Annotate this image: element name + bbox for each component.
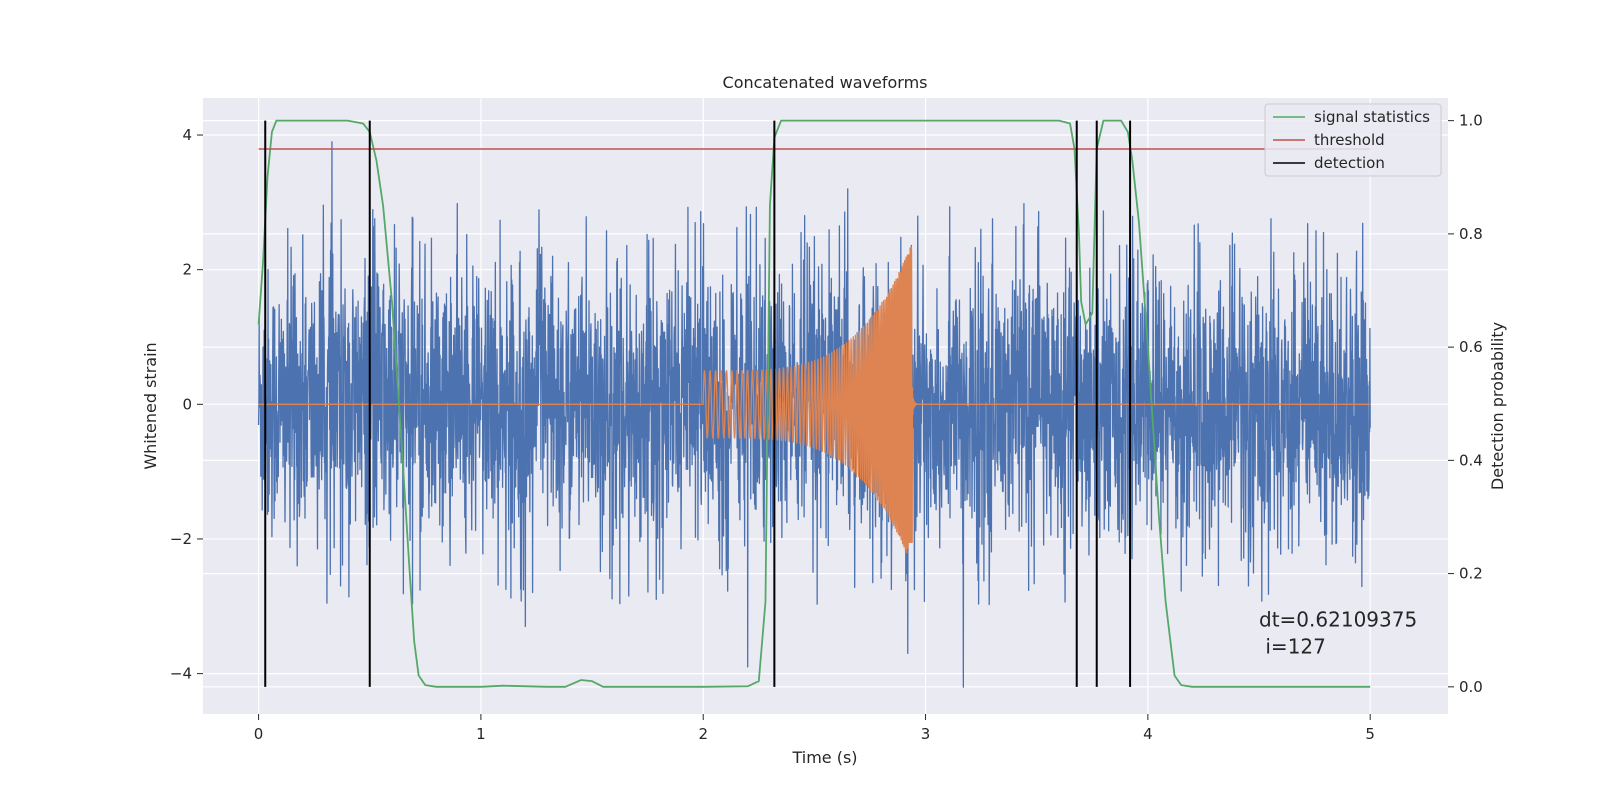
injection-series-line: [258, 246, 1371, 554]
y-tick-label: −4: [170, 665, 192, 683]
x-tick-label: 1: [476, 725, 486, 743]
legend-label-detection: detection: [1314, 154, 1385, 172]
y-right-tick-label: 0.6: [1459, 338, 1483, 356]
x-tick-label: 3: [921, 725, 931, 743]
y-axis-label-right: Detection probability: [1488, 322, 1507, 490]
x-axis-label: Time (s): [791, 748, 857, 767]
strain-series-line: [257, 127, 1371, 688]
legend: signal statistics threshold detection: [1264, 103, 1442, 177]
x-tick-label: 4: [1143, 725, 1153, 743]
y-tick-label: 4: [182, 126, 192, 144]
x-tick-label: 5: [1365, 725, 1375, 743]
x-tick-label: 0: [254, 725, 264, 743]
annotation-dt: dt=0.62109375: [1259, 607, 1417, 631]
chart-title: Concatenated waveforms: [723, 73, 928, 92]
y-right-tick-label: 0.0: [1459, 678, 1483, 696]
legend-label-signal-statistics: signal statistics: [1314, 108, 1430, 126]
y-right-tick-label: 0.2: [1459, 565, 1483, 583]
legend-label-threshold: threshold: [1314, 131, 1385, 149]
y-tick-label: −2: [170, 530, 192, 548]
annotation-i: i=127: [1259, 634, 1326, 658]
y-axis-label: Whitened strain: [141, 342, 160, 469]
y-right-tick-label: 0.8: [1459, 225, 1483, 243]
y-right-tick-label: 0.4: [1459, 451, 1483, 469]
legend-frame: [1264, 103, 1442, 177]
y-tick-label: 2: [182, 261, 192, 279]
y-tick-label: 0: [182, 395, 192, 413]
grid: [203, 98, 1448, 714]
detections-layer: [264, 120, 1132, 687]
x-tick-label: 2: [698, 725, 708, 743]
y-right-tick-label: 1.0: [1459, 112, 1483, 130]
series-layer: [257, 119, 1371, 688]
ticks-layer: 0 1 2 3 4 5 −4 −2 0 2 4 0.0 0.2 0.4 0.6 0.8 1.0: [170, 112, 1483, 743]
